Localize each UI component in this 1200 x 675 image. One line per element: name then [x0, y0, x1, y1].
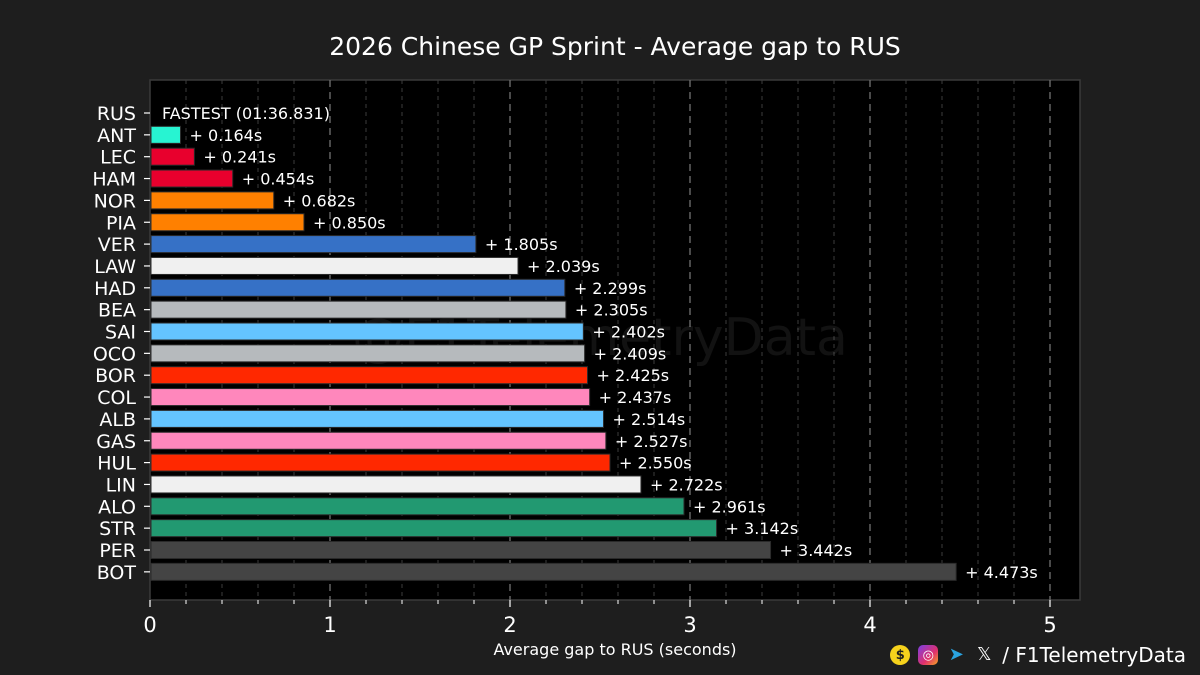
x-ticks: 0 1 2 3 4 5 — [143, 112, 1057, 637]
value-label: + 0.682s — [283, 191, 356, 210]
value-label: + 2.722s — [650, 475, 723, 494]
value-label: + 1.805s — [485, 235, 558, 254]
value-label: + 4.473s — [965, 563, 1038, 582]
x-tick-label: 5 — [1043, 613, 1056, 637]
bar-per — [150, 541, 772, 559]
value-label: + 0.850s — [313, 213, 386, 232]
bar-str — [150, 519, 718, 538]
bar-pia — [150, 213, 305, 232]
driver-label: HAD — [94, 278, 136, 300]
value-label: + 3.142s — [726, 519, 799, 538]
driver-label: STR — [99, 518, 136, 540]
instagram-icon[interactable]: ◎ — [918, 645, 939, 665]
value-label: + 2.305s — [575, 301, 648, 320]
x-tick-label: 1 — [323, 613, 336, 637]
value-label: + 2.961s — [693, 497, 766, 516]
driver-label: OCO — [93, 343, 136, 365]
value-label: + 0.241s — [203, 148, 276, 167]
bar-had — [150, 278, 566, 297]
driver-label: PIA — [106, 212, 136, 234]
bar-ver — [150, 235, 477, 254]
driver-label: PER — [99, 540, 136, 562]
bar-lin — [150, 475, 642, 494]
value-label: + 2.409s — [594, 344, 667, 363]
driver-label: COL — [97, 387, 136, 409]
telegram-icon[interactable]: ➤ — [948, 644, 964, 665]
bar-lec — [150, 147, 195, 166]
x-tick-label: 3 — [683, 613, 696, 637]
driver-label: ALO — [98, 496, 136, 518]
tip-icon[interactable]: $ — [890, 645, 911, 665]
bar-alb — [150, 409, 605, 428]
value-label: + 2.527s — [615, 432, 688, 451]
driver-label: LEC — [100, 147, 136, 169]
driver-label: RUS — [97, 103, 136, 125]
value-label: + 2.039s — [527, 257, 600, 276]
driver-label: BOR — [95, 365, 136, 387]
driver-label: HUL — [97, 453, 136, 475]
bar-nor — [150, 191, 275, 210]
bar-sai — [150, 322, 584, 341]
driver-label: NOR — [94, 190, 136, 212]
bar-bea — [150, 300, 567, 319]
driver-label: ALB — [99, 409, 136, 431]
bar-alo — [150, 497, 685, 516]
labels: RUS FASTEST (01:36.831) ANT + 0.164s LEC + 0.… — [92, 103, 1037, 584]
x-tick-label: 2 — [503, 613, 516, 637]
x-axis-label: Average gap to RUS (seconds) — [493, 640, 736, 659]
bar-ant — [150, 125, 182, 144]
value-label: FASTEST (01:36.831) — [162, 104, 330, 123]
value-label: + 0.454s — [242, 170, 315, 189]
driver-label: GAS — [96, 431, 136, 453]
bar-bot — [150, 562, 957, 581]
bar-gas — [150, 431, 607, 450]
x-tick-label: 4 — [863, 613, 876, 637]
value-label: + 2.299s — [574, 279, 647, 298]
value-label: + 2.437s — [599, 388, 672, 407]
value-label: + 2.402s — [592, 323, 665, 342]
x-icon[interactable]: 𝕏 — [976, 644, 992, 665]
driver-label: SAI — [105, 322, 136, 344]
bar-bor — [150, 366, 588, 385]
value-label: + 2.514s — [613, 410, 686, 429]
driver-label: HAM — [92, 169, 136, 191]
driver-label: BEA — [98, 300, 136, 322]
driver-label: VER — [98, 234, 136, 256]
driver-label: LAW — [94, 256, 136, 278]
value-label: + 0.164s — [190, 126, 263, 145]
bar-law — [150, 256, 519, 275]
x-tick-label: 0 — [143, 613, 156, 637]
footer-handle: / F1TelemetryData — [1002, 643, 1186, 667]
bar-hul — [150, 453, 611, 472]
bars — [150, 125, 957, 581]
value-label: + 3.442s — [780, 541, 853, 560]
value-label: + 2.550s — [619, 454, 692, 473]
value-label: + 2.425s — [597, 366, 670, 385]
footer: $ ◎ ➤ 𝕏 / F1TelemetryData — [890, 643, 1186, 667]
driver-label: ANT — [97, 125, 136, 147]
driver-label: BOT — [97, 562, 137, 584]
chart-title: 2026 Chinese GP Sprint - Average gap to … — [329, 32, 901, 61]
bar-ham — [150, 169, 234, 188]
bar-col — [150, 388, 591, 407]
bar-oco — [150, 344, 586, 363]
driver-label: LIN — [106, 474, 136, 496]
